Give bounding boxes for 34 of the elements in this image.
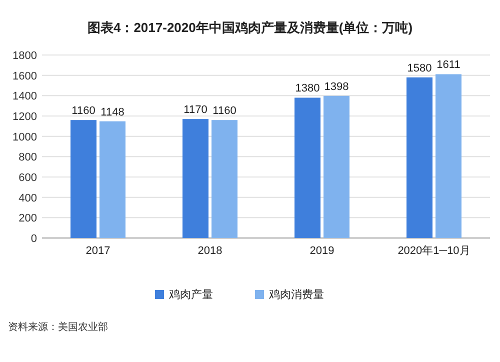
y-tick-label: 1000	[12, 131, 37, 144]
y-tick-label: 1200	[12, 111, 37, 123]
y-tick-label: 0	[30, 233, 37, 245]
data-label: 1148	[100, 106, 124, 118]
y-tick-label: 1600	[12, 70, 37, 82]
bar	[324, 96, 350, 238]
legend-label: 鸡肉产量	[168, 288, 213, 301]
bar	[70, 120, 96, 238]
data-label: 1611	[436, 59, 460, 72]
legend-label: 鸡肉消费量	[268, 288, 324, 301]
data-label: 1380	[295, 82, 320, 95]
y-tick-label: 800	[18, 152, 37, 164]
bar	[212, 120, 238, 238]
data-label: 1580	[407, 62, 432, 74]
y-tick-label: 200	[18, 212, 37, 225]
chart-title: 图表4：2017-2020年中国鸡肉产量及消费量(单位：万吨)	[87, 20, 413, 35]
x-tick-label: 2019	[310, 245, 334, 257]
y-tick-label: 1800	[12, 50, 37, 62]
x-tick-label: 2017	[86, 245, 110, 257]
data-label: 1170	[184, 104, 208, 116]
bar	[182, 119, 208, 238]
y-tick-label: 600	[18, 172, 37, 184]
bar	[406, 77, 432, 238]
x-tick-label: 2020年1─10月	[398, 245, 470, 257]
data-label: 1160	[212, 105, 236, 118]
data-label: 1398	[324, 80, 349, 93]
y-tick-label: 400	[18, 192, 37, 204]
bar	[100, 121, 126, 238]
text: 资料来源：美国农业部	[8, 321, 108, 333]
bar	[436, 74, 462, 238]
data-label: 1160	[72, 105, 96, 118]
y-tick-label: 1400	[12, 90, 37, 103]
bar	[294, 98, 320, 238]
x-tick-label: 2018	[198, 245, 222, 257]
